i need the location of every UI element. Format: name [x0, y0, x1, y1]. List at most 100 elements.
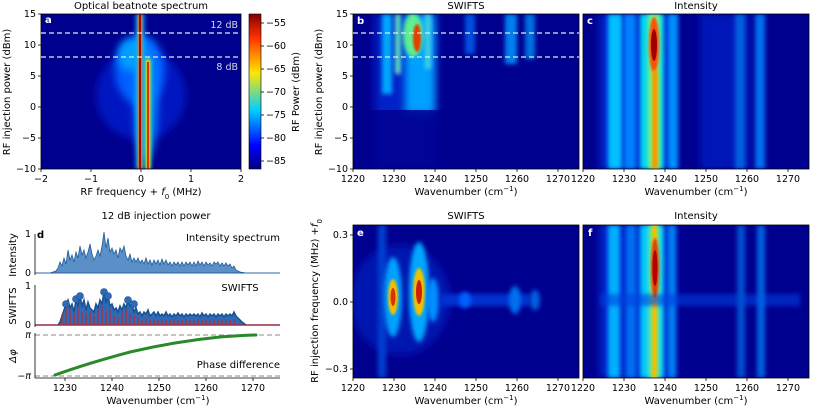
intensity-spectrum-line [35, 231, 280, 274]
panel-d-label: d [37, 230, 44, 241]
panel-a-ytick: 10 [24, 40, 36, 51]
panel-d-xlabel: Wavenumber (cm−1) [106, 394, 209, 407]
swifts-peak-marker [124, 296, 132, 304]
panel-c-label: c [587, 16, 593, 27]
panel-a-yticks: −10 −5 0 5 10 15 [16, 9, 41, 175]
swifts-peak-marker [76, 292, 84, 300]
colorbar-tick: −65 [266, 64, 286, 75]
panel-d-intensity-ylabel: Intensity [8, 233, 19, 277]
panel-b-xtick: 1240 [423, 174, 447, 185]
panel-b-xtick: 1270 [546, 174, 570, 185]
panel-b-xticks: 1220 1230 1240 1250 1260 1270 [341, 169, 570, 185]
panel-e-xlabel: Wavenumber (cm−1) [414, 394, 517, 407]
panel-b-ytick: 5 [342, 71, 348, 82]
panel-f-xtick: 1270 [776, 383, 800, 394]
panel-b-xlabel: Wavenumber (cm−1) [414, 185, 517, 198]
panel-b-xtick: 1220 [341, 174, 365, 185]
panel-c: Intensity c 1220 1230 1240 1250 [571, 1, 810, 198]
panel-f-title: Intensity [674, 211, 718, 222]
panel-c-heatmap [583, 14, 809, 169]
swifts-peak-marker [104, 292, 112, 300]
panel-a-title: Optical beatnote spectrum [74, 1, 208, 12]
panel-a-ytick: 15 [24, 9, 36, 20]
panel-c-xtick: 1250 [694, 174, 718, 185]
swifts-peak-markers [62, 288, 138, 308]
panel-d-phase-ylabel: Δφ [8, 349, 19, 364]
panel-f-xtick: 1250 [694, 383, 718, 394]
panel-f-xlabel: Wavenumber (cm−1) [644, 394, 747, 407]
panel-d-xtick: 1260 [194, 383, 218, 394]
panel-b-xtick: 1260 [505, 174, 529, 185]
phase-difference-label: Phase difference [197, 360, 280, 371]
swifts-peak-marker [62, 300, 70, 308]
panel-a-xtick: −1 [84, 174, 98, 185]
panel-a-ytick: −10 [16, 164, 36, 175]
panel-d-phase-ytick: π [25, 330, 31, 341]
panel-e-ylabel: RF injection frequency (MHz) +f0 [310, 219, 324, 383]
panel-d-xtick: 1240 [100, 383, 124, 394]
panel-e: SWIFTS e −0.3 0.0 0.3 [310, 211, 580, 407]
panel-a-ytick: 0 [30, 102, 36, 113]
panel-e-yticks: −0.3 0.0 0.3 [325, 230, 353, 375]
panel-b-yticks: −10 −5 0 5 10 15 [328, 9, 353, 175]
panel-a-xticks: −2 −1 0 1 2 [34, 169, 244, 185]
panel-c-xtick: 1220 [571, 174, 595, 185]
panel-f-label: f [588, 228, 593, 239]
panel-a-ytick: 5 [30, 71, 36, 82]
swifts-peak-marker [130, 300, 138, 308]
panel-e-title: SWIFTS [447, 211, 484, 222]
panel-b-xtick: 1230 [382, 174, 406, 185]
panel-c-xticks: 1220 1230 1240 1250 1260 1270 [571, 169, 800, 185]
swifts-label: SWIFTS [221, 283, 258, 294]
panel-d-xtick: 1250 [147, 383, 171, 394]
panel-b-ylabel: RF injection power (dBm) [314, 29, 325, 156]
panel-f-xtick: 1220 [571, 383, 595, 394]
panel-a-label: a [45, 15, 52, 26]
panel-e-xticks: 1220 1230 1240 1250 1260 1270 [341, 378, 570, 394]
panel-f-xtick: 1230 [612, 383, 636, 394]
colorbar-label: RF Power (dBm) [291, 52, 302, 132]
panel-f-heatmap [583, 225, 809, 378]
panel-f-xtick: 1240 [653, 383, 677, 394]
panel-e-ytick: 0.0 [333, 297, 348, 308]
panel-b-title: SWIFTS [447, 1, 484, 12]
panel-d-phase-subplot: Phase difference π −π Δφ [8, 330, 280, 382]
panel-e-xtick: 1230 [382, 383, 406, 394]
panel-a-8db-label: 8 dB [216, 62, 238, 73]
panel-f-xtick: 1260 [735, 383, 759, 394]
panel-f: Intensity f 1220 1230 1240 1250 [571, 211, 810, 407]
panel-b: SWIFTS b −10 −5 0 5 [314, 1, 580, 198]
panel-e-xtick: 1250 [464, 383, 488, 394]
panel-a-xtick: 0 [138, 174, 144, 185]
colorbar-tick: −75 [266, 110, 286, 121]
panel-d-xtick: 1270 [241, 383, 265, 394]
panel-d-swifts-ytick: 1 [25, 281, 31, 292]
swifts-red-lines [61, 306, 235, 325]
panel-b-label: b [357, 16, 364, 27]
panel-a-ytick: −5 [22, 133, 36, 144]
panel-d-intensity-ytick: 0 [25, 268, 31, 279]
panel-a-xtick: −2 [34, 174, 48, 185]
panel-d-swifts-ylabel: SWIFTS [8, 287, 19, 324]
swifts-blue-envelope [35, 291, 280, 326]
phase-difference-line [53, 333, 258, 377]
panel-a: Optical beatnote spectrum 12 dB 8 dB a −… [2, 1, 302, 201]
colorbar-tick: −85 [266, 156, 286, 167]
panel-d-intensity-subplot: Intensity spectrum 1 0 Intensity [8, 229, 280, 279]
panel-b-heatmap [353, 14, 579, 169]
panel-c-title: Intensity [674, 1, 718, 12]
panel-a-xtick: 2 [238, 174, 244, 185]
panel-f-xticks: 1220 1230 1240 1250 1260 1270 [571, 378, 800, 394]
panel-d-title: 12 dB injection power [101, 211, 211, 222]
panel-e-xtick: 1220 [341, 383, 365, 394]
panel-d-xtick: 1230 [53, 383, 77, 394]
panel-c-xtick: 1260 [735, 174, 759, 185]
panel-e-ytick: 0.3 [333, 230, 348, 241]
panel-b-ytick: −5 [334, 133, 348, 144]
panel-e-xtick: 1270 [546, 383, 570, 394]
panel-b-ytick: 10 [336, 40, 348, 51]
panel-a-colorbar: −55 −60 −65 −70 −75 −80 −85 RF Power (dB… [248, 13, 302, 170]
panel-e-ytick: −0.3 [325, 364, 348, 375]
panel-b-ytick: −10 [328, 164, 348, 175]
